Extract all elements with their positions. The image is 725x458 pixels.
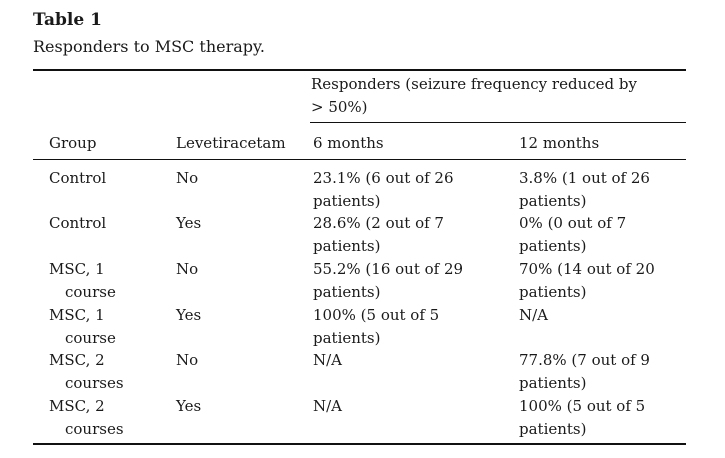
row-2-6-months: 28.6% (2 out of 7 patients) bbox=[313, 212, 444, 258]
row-4-12-months-line-1: N/A bbox=[519, 306, 549, 324]
row-3-6-months: 55.2% (16 out of 29 patients) bbox=[313, 258, 463, 304]
row-3-group: MSC, 1 course bbox=[49, 258, 116, 304]
row-2-6-months-line-1: 28.6% (2 out of 7 bbox=[313, 214, 444, 232]
row-4-group: MSC, 1 course bbox=[49, 304, 116, 350]
row-4-levetiracetam: Yes bbox=[176, 306, 202, 324]
row-2-group: Control bbox=[49, 212, 106, 235]
row-6-6-months: N/A bbox=[313, 395, 342, 418]
row-1-6-months-line-1: 23.1% (6 out of 26 bbox=[313, 169, 454, 187]
header-group: Group bbox=[49, 134, 97, 152]
row-6-6-months-line-1: N/A bbox=[313, 397, 343, 415]
row-1-6-months-line-2: patients) bbox=[313, 192, 381, 210]
row-1-12-months: 3.8% (1 out of 26 patients) bbox=[519, 167, 650, 213]
row-2-12-months-line-2: patients) bbox=[519, 237, 587, 255]
row-2-12-months-line-1: 0% (0 out of 7 bbox=[519, 214, 627, 232]
bottom-rule bbox=[33, 443, 686, 445]
row-1-12-months-line-2: patients) bbox=[519, 192, 587, 210]
row-1-levetiracetam: No bbox=[176, 169, 199, 187]
row-5-levetiracetam: No bbox=[176, 351, 199, 369]
row-1-group-line-1: Control bbox=[49, 169, 107, 187]
row-6-group-line-2: courses bbox=[65, 420, 124, 438]
header-6-months: 6 months bbox=[313, 134, 384, 152]
row-2-levetiracetam: Yes bbox=[176, 214, 202, 232]
row-3-group-line-1: MSC, 1 bbox=[49, 260, 105, 278]
row-6-12-months-line-2: patients) bbox=[519, 420, 587, 438]
header-levetiracetam: Levetiracetam bbox=[176, 134, 286, 152]
row-4-group-line-2: course bbox=[65, 329, 116, 347]
row-2-6-months-line-2: patients) bbox=[313, 237, 381, 255]
row-4-group-line-1: MSC, 1 bbox=[49, 306, 105, 324]
row-5-12-months-line-1: 77.8% (7 out of 9 bbox=[519, 351, 650, 369]
row-5-6-months: N/A bbox=[313, 349, 342, 372]
responders-span-header: Responders (seizure frequency reduced by… bbox=[311, 73, 637, 119]
span-header-rule bbox=[310, 122, 686, 123]
row-5-group-line-1: MSC, 2 bbox=[49, 351, 105, 369]
span-header-line-2: > 50%) bbox=[311, 98, 368, 116]
row-3-12-months: 70% (14 out of 20 patients) bbox=[519, 258, 655, 304]
row-5-12-months: 77.8% (7 out of 9 patients) bbox=[519, 349, 650, 395]
row-5-6-months-line-1: N/A bbox=[313, 351, 343, 369]
table-caption: Responders to MSC therapy. bbox=[33, 37, 266, 56]
row-4-12-months: N/A bbox=[519, 304, 548, 327]
row-3-levetiracetam: No bbox=[176, 260, 199, 278]
header-rule bbox=[33, 159, 686, 160]
row-6-group: MSC, 2 courses bbox=[49, 395, 124, 441]
row-5-group: MSC, 2 courses bbox=[49, 349, 124, 395]
row-4-6-months-line-2: patients) bbox=[313, 329, 381, 347]
row-6-12-months-line-1: 100% (5 out of 5 bbox=[519, 397, 646, 415]
row-4-6-months: 100% (5 out of 5 patients) bbox=[313, 304, 439, 350]
top-rule bbox=[33, 69, 686, 71]
row-5-group-line-2: courses bbox=[65, 374, 124, 392]
table-label: Table 1 bbox=[33, 10, 102, 30]
header-12-months: 12 months bbox=[519, 134, 600, 152]
row-2-12-months: 0% (0 out of 7 patients) bbox=[519, 212, 626, 258]
row-1-12-months-line-1: 3.8% (1 out of 26 bbox=[519, 169, 650, 187]
row-6-group-line-1: MSC, 2 bbox=[49, 397, 105, 415]
row-6-levetiracetam: Yes bbox=[176, 397, 202, 415]
row-4-6-months-line-1: 100% (5 out of 5 bbox=[313, 306, 440, 324]
row-2-group-line-1: Control bbox=[49, 214, 107, 232]
span-header-line-1: Responders (seizure frequency reduced by bbox=[311, 75, 637, 93]
row-3-12-months-line-2: patients) bbox=[519, 283, 587, 301]
row-3-6-months-line-1: 55.2% (16 out of 29 bbox=[313, 260, 464, 278]
row-3-12-months-line-1: 70% (14 out of 20 bbox=[519, 260, 655, 278]
row-1-6-months: 23.1% (6 out of 26 patients) bbox=[313, 167, 454, 213]
row-5-12-months-line-2: patients) bbox=[519, 374, 587, 392]
row-6-12-months: 100% (5 out of 5 patients) bbox=[519, 395, 645, 441]
row-1-group: Control bbox=[49, 167, 106, 190]
row-3-6-months-line-2: patients) bbox=[313, 283, 381, 301]
row-3-group-line-2: course bbox=[65, 283, 116, 301]
